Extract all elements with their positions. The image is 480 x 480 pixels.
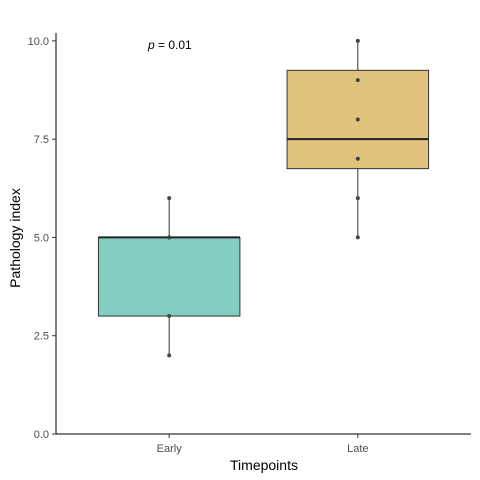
x-tick-label: Late xyxy=(347,443,368,455)
y-tick-label: 2.5 xyxy=(34,331,49,343)
x-tick-label: Early xyxy=(157,443,183,455)
data-point xyxy=(167,235,171,239)
data-point xyxy=(356,117,360,121)
data-point xyxy=(167,353,171,357)
box-early xyxy=(98,237,239,316)
data-point xyxy=(356,157,360,161)
y-axis-title: Pathology index xyxy=(7,188,23,288)
p-value-annotation: p = 0.01 xyxy=(147,38,192,52)
p-value-text: = 0.01 xyxy=(155,38,192,52)
data-point xyxy=(167,196,171,200)
y-tick-label: 5.0 xyxy=(34,232,49,244)
y-tick-label: 7.5 xyxy=(34,134,49,146)
data-point xyxy=(356,235,360,239)
data-point xyxy=(356,39,360,43)
x-axis-title: Timepoints xyxy=(230,457,298,473)
y-tick-label: 10.0 xyxy=(28,36,49,48)
data-point xyxy=(167,314,171,318)
data-point xyxy=(356,78,360,82)
boxes xyxy=(98,39,428,358)
data-point xyxy=(356,196,360,200)
y-tick-label: 0.0 xyxy=(34,429,49,441)
